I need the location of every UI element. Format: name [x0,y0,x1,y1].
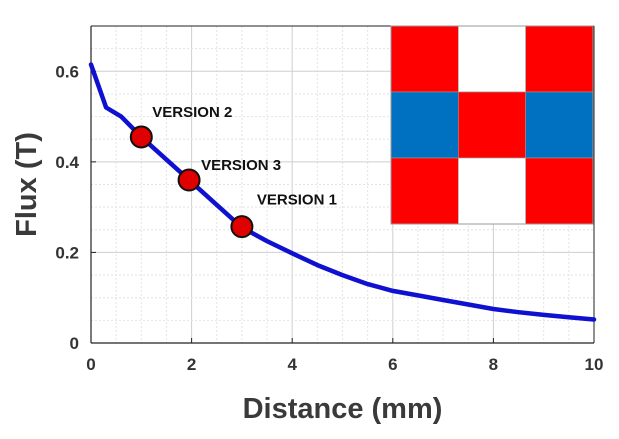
x-tick-label: 4 [287,355,297,374]
y-axis-title: Flux (T) [11,132,43,237]
magnet-pattern-inset [390,25,594,225]
x-tick-label: 2 [187,355,196,374]
version-label: VERSION 2 [152,104,232,121]
x-tick-label: 10 [585,355,604,374]
x-axis-title: Distance (mm) [243,393,443,425]
x-tick-label: 8 [489,355,498,374]
y-tick-label: 0.2 [55,243,79,262]
inset-cell [390,157,459,225]
inset-cell [458,157,526,225]
version-markers: VERSION 2 VERSION 3 VERSION 1 [129,104,337,239]
version-label: VERSION 3 [201,157,281,174]
y-tick-label: 0.6 [55,62,79,81]
inset-cell [390,91,459,159]
inset-cell [390,25,459,93]
y-tick-label: 0 [70,334,79,353]
inset-cell [525,25,594,93]
tick-labels: 0 2 4 6 8 10 0 0.2 0.4 0.6 [55,62,603,374]
inset-border [390,25,594,225]
version-marker [129,125,153,149]
inset-cell [458,25,526,93]
inset-cell [525,157,594,225]
inset-cell [525,91,594,159]
x-tick-label: 0 [86,355,95,374]
version-marker [230,215,254,239]
x-tick-label: 6 [388,355,397,374]
version-label: VERSION 1 [257,192,337,209]
y-tick-label: 0.4 [55,153,79,172]
flux-curve-line [88,62,597,322]
inset-cell [458,91,526,159]
version-marker [177,168,201,192]
